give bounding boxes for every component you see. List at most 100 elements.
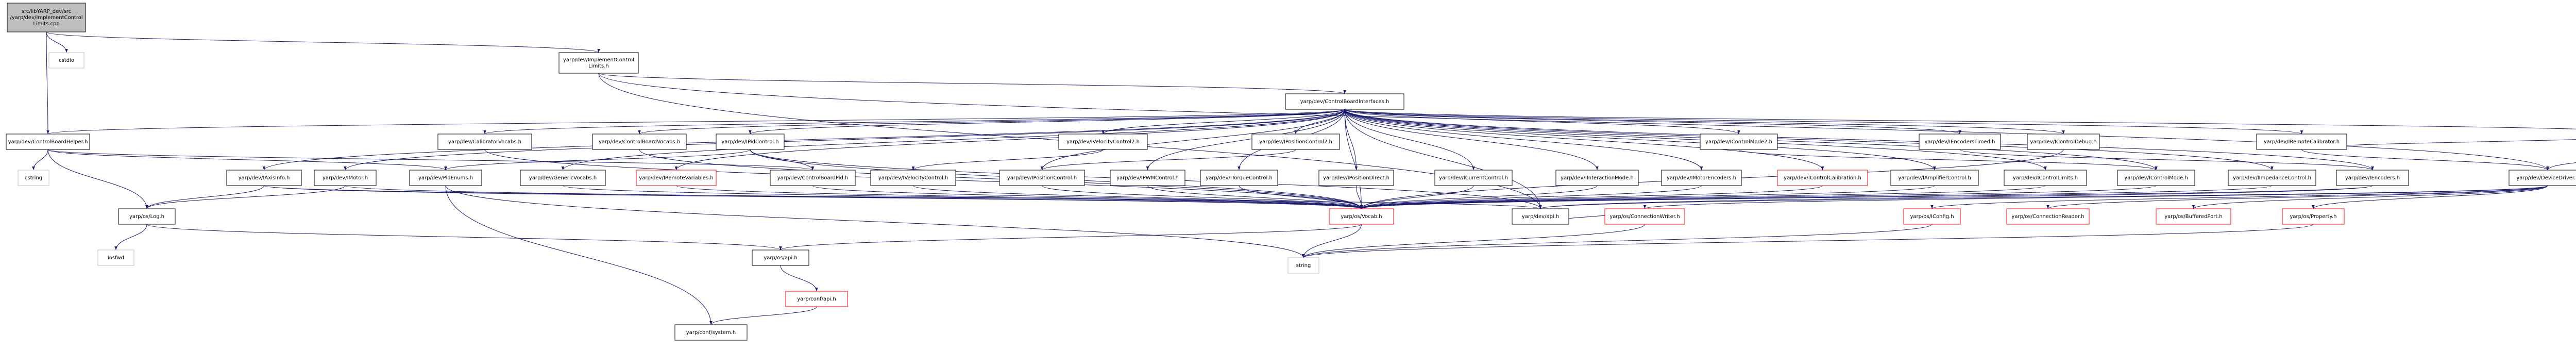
node-osapi[interactable]: yarp/os/api.h bbox=[752, 249, 809, 266]
node-remvars[interactable]: yarp/dev/IRemoteVariables.h bbox=[636, 170, 717, 186]
node-label: yarp/dev/DeviceDriver.h bbox=[2516, 175, 2576, 181]
node-encs[interactable]: yarp/dev/IEncoders.h bbox=[2336, 170, 2409, 186]
node-label: yarp/os/api.h bbox=[764, 255, 797, 261]
node-connr[interactable]: yarp/os/ConnectionReader.h bbox=[2006, 208, 2090, 225]
node-cbh[interactable]: yarp/dev/ControlBoardHelper.h bbox=[6, 134, 90, 150]
node-ampctl[interactable]: yarp/dev/IAmplifierControl.h bbox=[1890, 170, 1979, 186]
node-label: yarp/os/ConnectionReader.h bbox=[2011, 214, 2084, 220]
node-motenc[interactable]: yarp/dev/IMotorEncoders.h bbox=[1661, 170, 1742, 186]
node-box bbox=[18, 170, 49, 186]
node-label: yarp/dev/PidEnums.h bbox=[418, 175, 473, 181]
edge-log-to-iosfwd bbox=[114, 224, 147, 251]
edge-cbi-to-remvars bbox=[674, 109, 1345, 171]
node-velctl[interactable]: yarp/dev/IVelocityControl.h bbox=[870, 170, 956, 186]
node-axis[interactable]: yarp/dev/IAxisInfo.h bbox=[226, 170, 302, 186]
edge-pidenums-to-confsys bbox=[445, 185, 713, 325]
node-box bbox=[1058, 134, 1148, 150]
node-vocab[interactable]: yarp/os/Vocab.h bbox=[1329, 208, 1394, 225]
node-cm[interactable]: yarp/dev/IControlMode.h bbox=[2117, 170, 2195, 186]
node-box bbox=[1890, 170, 1979, 186]
node-label: cstdio bbox=[59, 58, 74, 63]
node-pidctl[interactable]: yarp/dev/IPidControl.h bbox=[716, 134, 785, 150]
node-cm2[interactable]: yarp/dev/IControlMode2.h bbox=[1700, 134, 1778, 150]
node-box bbox=[118, 208, 176, 225]
node-pidenums[interactable]: yarp/dev/PidEnums.h bbox=[409, 170, 482, 186]
node-iosfwd: iosfwd bbox=[97, 249, 134, 266]
edge-iconfig-to-string bbox=[1302, 224, 1933, 258]
edge-cbi-to-encs bbox=[1344, 109, 2374, 171]
node-box bbox=[437, 134, 532, 150]
node-label: src/libYARP_dev/src bbox=[22, 9, 71, 14]
edge-implh-to-cbi bbox=[598, 73, 1346, 94]
node-imotor[interactable]: yarp/dev/IMotor.h bbox=[314, 170, 377, 186]
edge-imped-to-vocab bbox=[1360, 185, 2273, 209]
node-cbvocab[interactable]: yarp/dev/ControlBoardVocabs.h bbox=[592, 134, 687, 150]
edge-cbi-to-vel2 bbox=[1101, 109, 1345, 135]
node-box bbox=[636, 170, 717, 186]
node-pos2[interactable]: yarp/dev/IPositionControl2.h bbox=[1251, 134, 1340, 150]
node-cbi[interactable]: yarp/dev/ControlBoardInterfaces.h bbox=[1285, 93, 1404, 110]
edge-cbi-to-api bbox=[1344, 109, 1542, 209]
node-iconfig[interactable]: yarp/os/IConfig.h bbox=[1903, 208, 1961, 225]
node-enctimed[interactable]: yarp/dev/IEncodersTimed.h bbox=[1919, 134, 2001, 150]
edge-pos2-to-posctl bbox=[1040, 149, 1296, 171]
node-remcal[interactable]: yarp/dev/IRemoteCalibrator.h bbox=[2256, 134, 2347, 150]
node-ctllim[interactable]: yarp/dev/IControlLimits.h bbox=[2004, 170, 2087, 186]
node-cbpid[interactable]: yarp/dev/ControlBoardPid.h bbox=[770, 170, 856, 186]
node-vel2[interactable]: yarp/dev/IVelocityControl2.h bbox=[1058, 134, 1148, 150]
node-box bbox=[2256, 134, 2347, 150]
node-box bbox=[674, 324, 748, 341]
node-curctl[interactable]: yarp/dev/ICurrentControl.h bbox=[1434, 170, 1513, 186]
edge-cbi-to-ampctl bbox=[1344, 109, 1936, 171]
node-confsys[interactable]: yarp/conf/system.h bbox=[674, 324, 748, 341]
edge-cbi-to-calvocab bbox=[483, 109, 1345, 135]
node-genvocab[interactable]: yarp/dev/GenericVocabs.h bbox=[520, 170, 606, 186]
edge-torque-to-vocab bbox=[1239, 185, 1363, 209]
node-string: string bbox=[1287, 257, 1319, 274]
node-imped[interactable]: yarp/dev/IImpedanceControl.h bbox=[2228, 170, 2316, 186]
node-intmode[interactable]: yarp/dev/IInteractionMode.h bbox=[1555, 170, 1639, 186]
edge-vel2-to-velctl bbox=[911, 149, 1104, 171]
node-label: yarp/dev/IPositionControl2.h bbox=[1259, 139, 1332, 145]
node-root[interactable]: src/libYARP_dev/src/yarp/dev/ImplementCo… bbox=[7, 3, 86, 32]
node-label: yarp/dev/IPWMControl.h bbox=[1116, 175, 1179, 181]
node-box bbox=[6, 134, 90, 150]
node-box bbox=[2282, 208, 2345, 225]
edge-motenc-to-vocab bbox=[1360, 185, 1702, 209]
node-prop[interactable]: yarp/os/Property.h bbox=[2282, 208, 2345, 225]
node-posctl[interactable]: yarp/dev/IPositionControl.h bbox=[999, 170, 1085, 186]
node-log[interactable]: yarp/os/Log.h bbox=[118, 208, 176, 225]
node-label: yarp/dev/IControlLimits.h bbox=[2013, 175, 2078, 181]
node-box bbox=[48, 52, 84, 69]
node-box bbox=[558, 52, 639, 74]
node-torque[interactable]: yarp/dev/ITorqueControl.h bbox=[1200, 170, 1278, 186]
node-label: yarp/dev/IControlCalibration.h bbox=[1784, 175, 1861, 181]
node-api[interactable]: yarp/dev/api.h bbox=[1512, 208, 1569, 225]
edge-cm-to-vocab bbox=[1360, 185, 2157, 209]
node-connw[interactable]: yarp/os/ConnectionWriter.h bbox=[1604, 208, 1685, 225]
node-label: yarp/dev/IVelocityControl.h bbox=[878, 175, 948, 181]
node-pwm[interactable]: yarp/dev/IPWMControl.h bbox=[1110, 170, 1185, 186]
node-cdebug[interactable]: yarp/dev/IControlDebug.h bbox=[2027, 134, 2100, 150]
node-label: yarp/os/ConnectionWriter.h bbox=[1609, 214, 1680, 220]
node-label: yarp/dev/ControlBoardVocabs.h bbox=[599, 139, 680, 145]
node-label: yarp/dev/IMotor.h bbox=[323, 175, 368, 181]
node-box bbox=[999, 170, 1085, 186]
edge-conffile-to-confsys bbox=[709, 306, 817, 325]
edge-curctl-to-vocab bbox=[1360, 185, 1474, 209]
node-posdir[interactable]: yarp/dev/IPositionDirect.h bbox=[1318, 170, 1394, 186]
node-box bbox=[752, 249, 809, 266]
node-conffile[interactable]: yarp/conf/api.h bbox=[785, 291, 848, 307]
node-calvocab[interactable]: yarp/dev/CalibratorVocabs.h bbox=[437, 134, 532, 150]
node-bufport[interactable]: yarp/os/BufferedPort.h bbox=[2156, 208, 2231, 225]
edge-cbi-to-ical bbox=[1344, 109, 2576, 129]
node-devdrv[interactable]: yarp/dev/DeviceDriver.h bbox=[2509, 170, 2576, 186]
node-label: cstring bbox=[25, 175, 42, 181]
edge-cbi-to-imped bbox=[1344, 109, 2274, 171]
edge-cbh-to-cbi bbox=[47, 109, 1346, 135]
node-ctlcal[interactable]: yarp/dev/IControlCalibration.h bbox=[1777, 170, 1868, 186]
node-label: yarp/dev/IPositionControl.h bbox=[1007, 175, 1077, 181]
edge-ical-to-devdrv bbox=[2546, 162, 2576, 171]
